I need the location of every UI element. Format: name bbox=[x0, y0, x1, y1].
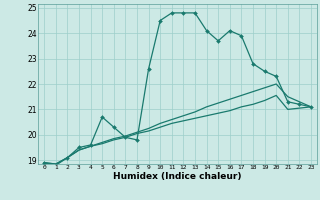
X-axis label: Humidex (Indice chaleur): Humidex (Indice chaleur) bbox=[113, 172, 242, 181]
